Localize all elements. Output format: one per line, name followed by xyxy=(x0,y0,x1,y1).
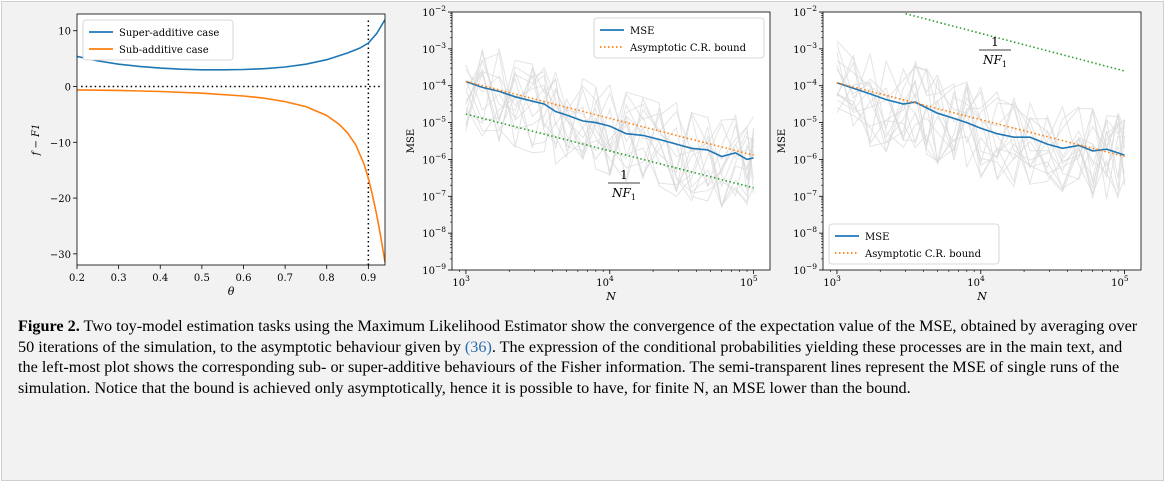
y-tick-label: −30 xyxy=(50,250,71,261)
single-run-line xyxy=(836,67,1125,185)
single-run-line xyxy=(836,51,1126,185)
x-axis-label: N xyxy=(976,290,987,303)
single-run-line xyxy=(836,43,1126,199)
y-tick-label: 10 xyxy=(58,27,71,38)
legend-label: Sub-additive case xyxy=(119,45,209,56)
series-line-green-reference xyxy=(465,113,754,189)
x-tick-label: 0.5 xyxy=(194,273,210,284)
figure-charts-svg: 0.2 0.3 0.4 0.5 0.6 0.7 0.8 0.9 10 0 −10 −20 −30 θ f −… xyxy=(31,4,1142,303)
x-tick-label: 103 xyxy=(452,274,470,289)
legend: MSE Asymptotic C.R. bound xyxy=(593,17,765,59)
x-tick-label: 0.7 xyxy=(277,273,293,284)
y-tick-label: 10−9 xyxy=(422,262,446,277)
y-tick-label: 10−8 xyxy=(793,225,817,240)
plot-clip-group xyxy=(836,12,1126,199)
x-axis-label: θ xyxy=(228,285,235,298)
x-tick-label: 0.3 xyxy=(111,273,127,284)
y-tick-label: 10−2 xyxy=(793,4,817,19)
legend: MSE Asymptotic C.R. bound xyxy=(828,223,1000,265)
series-line-super-additive-case xyxy=(77,19,385,71)
y-axis-label: f − F1 xyxy=(31,124,42,157)
plot-frame xyxy=(822,11,1142,271)
y-tick-label: 10−3 xyxy=(793,41,817,56)
plot-clip-group xyxy=(77,19,385,265)
x-tick-label: 0.8 xyxy=(319,273,335,284)
series-line-mse xyxy=(836,82,1125,156)
single-run-line xyxy=(465,66,754,207)
annotation-denominator: NF1 xyxy=(611,186,636,202)
plot-clip-group xyxy=(465,48,755,209)
y-tick-label: 10−2 xyxy=(422,4,446,19)
chart-panel-3: 103 104 105 10−9 10−8 10−7 10−6 10−5 10−4 10−3 10−… xyxy=(777,4,1142,303)
annotation-numerator: 1 xyxy=(620,168,628,182)
y-tick-label: 10−7 xyxy=(422,188,446,203)
plot-frame xyxy=(451,11,771,271)
caption-text-after: . The expression of the conditional prob… xyxy=(18,337,1123,397)
single-run-line xyxy=(836,65,1126,190)
single-run-line xyxy=(836,63,1126,193)
chart-panel-2: 103 104 105 10−9 10−8 10−7 10−6 10−5 10−4 10−3 10−… xyxy=(406,4,771,303)
x-tick-label: 105 xyxy=(740,274,758,289)
x-tick-label: 0.2 xyxy=(69,273,85,284)
y-tick-label: 10−5 xyxy=(422,115,446,130)
x-tick-label: 0.9 xyxy=(360,273,376,284)
legend-label: Asymptotic C.R. bound xyxy=(629,43,747,54)
y-tick-label: 10−3 xyxy=(422,41,446,56)
single-run-line xyxy=(836,53,1126,181)
y-tick-label: 10−4 xyxy=(793,78,817,93)
x-tick-label: 104 xyxy=(596,274,614,289)
y-tick-label: 10−9 xyxy=(793,262,817,277)
single-run-line xyxy=(465,48,755,209)
legend: Super-additive case Sub-additive case xyxy=(82,19,234,61)
y-tick-label: 10−5 xyxy=(793,115,817,130)
series-line-asymptotic-c-r-bound xyxy=(465,80,754,156)
y-tick-label: −20 xyxy=(50,194,71,205)
legend-box xyxy=(593,17,765,59)
y-axis-label: MSE xyxy=(406,129,417,153)
chart-panel-1: 0.2 0.3 0.4 0.5 0.6 0.7 0.8 0.9 10 0 −10 −20 −30 θ f −… xyxy=(31,13,386,298)
y-tick-label: 10−8 xyxy=(422,225,446,240)
x-tick-label: 105 xyxy=(1111,274,1129,289)
annotation-numerator: 1 xyxy=(991,35,999,49)
y-tick-label: −10 xyxy=(50,138,71,149)
x-tick-label: 104 xyxy=(967,274,985,289)
legend-label: Asymptotic C.R. bound xyxy=(864,249,982,260)
figure-caption: Figure 2. Two toy-model estimation tasks… xyxy=(18,316,1146,398)
y-tick-label: 10−6 xyxy=(793,151,817,166)
series-line-sub-additive-case xyxy=(77,89,385,263)
legend-box xyxy=(828,223,1000,265)
charts-row: 0.2 0.3 0.4 0.5 0.6 0.7 0.8 0.9 10 0 −10 −20 −30 θ f −… xyxy=(2,2,1165,312)
annotation-denominator: NF1 xyxy=(982,53,1007,69)
y-tick-label: 10−7 xyxy=(793,188,817,203)
series-line-asymptotic-c-r-bound xyxy=(836,82,1125,158)
y-tick-label: 0 xyxy=(65,83,71,94)
x-tick-label: 103 xyxy=(823,274,841,289)
x-axis-label: N xyxy=(605,290,616,303)
x-tick-label: 0.6 xyxy=(236,273,252,284)
legend-label: MSE xyxy=(865,232,889,243)
legend-box xyxy=(82,19,234,61)
caption-text-before: Two toy-model estimation tasks using the… xyxy=(18,317,1138,356)
single-run-line xyxy=(465,66,755,191)
plot-frame xyxy=(76,13,386,266)
single-run-line xyxy=(836,60,1126,190)
series-line-green-reference xyxy=(905,12,1125,72)
caption-equation-reference[interactable]: (36) xyxy=(464,337,492,356)
single-run-line xyxy=(836,66,1125,196)
series-line-mse xyxy=(465,80,754,161)
caption-label: Figure 2. xyxy=(18,317,80,335)
x-tick-label: 0.4 xyxy=(152,273,168,284)
legend-label: MSE xyxy=(630,26,654,37)
y-tick-label: 10−4 xyxy=(422,78,446,93)
y-tick-label: 10−6 xyxy=(422,151,446,166)
single-run-line xyxy=(465,48,755,193)
legend-label: Super-additive case xyxy=(119,28,219,39)
y-axis-label: MSE xyxy=(777,129,788,153)
